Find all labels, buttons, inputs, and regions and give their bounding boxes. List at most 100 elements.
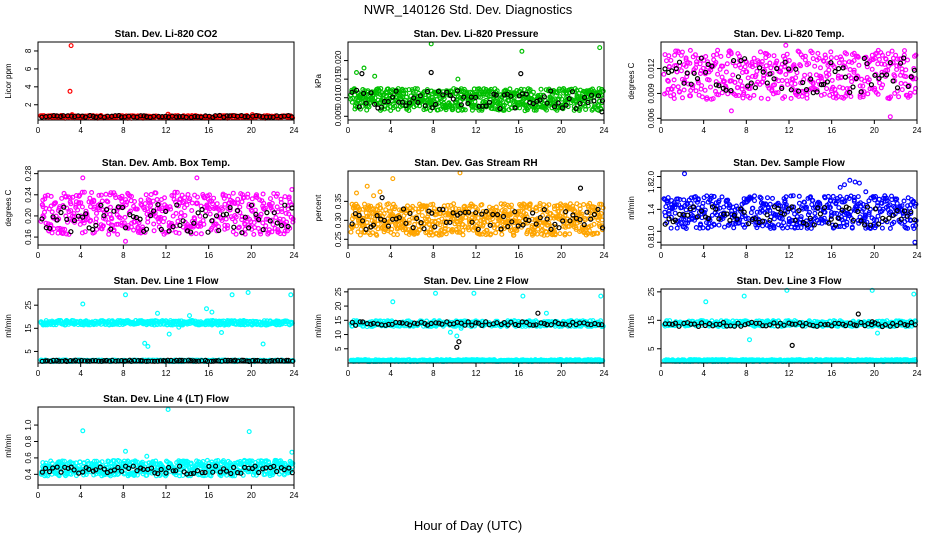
data-point xyxy=(167,204,173,210)
data-point xyxy=(716,222,722,228)
data-point xyxy=(285,206,291,212)
data-point xyxy=(802,53,808,59)
data-point xyxy=(59,195,65,201)
data-point xyxy=(267,114,273,120)
data-point xyxy=(784,78,790,84)
data-point xyxy=(561,86,567,92)
data-point xyxy=(251,231,257,237)
data-point xyxy=(507,86,513,92)
data-point xyxy=(523,91,529,97)
data-point xyxy=(728,108,734,114)
data-point xyxy=(189,208,195,214)
data-point xyxy=(898,80,904,86)
data-point xyxy=(830,94,836,100)
data-point xyxy=(252,225,258,231)
data-point xyxy=(270,222,276,228)
data-point xyxy=(544,100,550,106)
data-point xyxy=(455,76,461,82)
data-point xyxy=(881,61,887,67)
y-axis: 0.250.300.35 xyxy=(334,193,348,247)
data-point xyxy=(588,98,594,104)
data-point xyxy=(79,113,86,119)
data-point xyxy=(544,232,550,238)
data-point xyxy=(892,73,898,79)
y-tick-label: 0.35 xyxy=(334,193,343,209)
data-point xyxy=(166,331,172,337)
data-point xyxy=(521,87,527,93)
data-point xyxy=(751,193,757,199)
series-hourly xyxy=(662,55,918,96)
data-point xyxy=(880,82,886,88)
data-point xyxy=(728,87,734,94)
data-point xyxy=(817,211,824,217)
data-point xyxy=(509,202,515,208)
data-point xyxy=(559,105,565,111)
data-point xyxy=(852,179,858,185)
data-point xyxy=(745,75,751,81)
data-point xyxy=(700,65,706,71)
data-point xyxy=(872,85,878,91)
data-point xyxy=(138,197,144,203)
data-point xyxy=(451,201,457,207)
data-point xyxy=(752,62,758,68)
data-point xyxy=(715,47,721,53)
data-point xyxy=(715,92,721,98)
data-point xyxy=(845,89,851,95)
data-point xyxy=(786,57,792,63)
data-point xyxy=(842,60,848,66)
data-point xyxy=(431,206,437,212)
data-point xyxy=(768,65,774,71)
data-point xyxy=(818,75,824,81)
x-tick-label: 12 xyxy=(785,126,794,135)
data-point xyxy=(154,197,160,203)
y-tick-label: 1.8 xyxy=(647,181,656,193)
data-point xyxy=(81,220,87,226)
data-point xyxy=(738,78,744,84)
data-point xyxy=(52,200,58,206)
data-point xyxy=(714,212,720,218)
data-point xyxy=(124,199,130,205)
data-point xyxy=(668,57,674,63)
y-tick-label: 5 xyxy=(24,349,33,354)
data-point xyxy=(740,91,746,97)
x-tick-label: 0 xyxy=(36,126,41,135)
data-point xyxy=(751,198,757,204)
data-point xyxy=(144,206,150,212)
data-point xyxy=(489,106,495,112)
data-point xyxy=(774,65,780,72)
x-tick-label: 0 xyxy=(346,126,351,135)
data-point xyxy=(861,89,867,95)
data-point xyxy=(577,185,584,191)
x-tick-label: 12 xyxy=(472,251,481,260)
data-point xyxy=(676,211,683,217)
data-point xyxy=(687,93,693,99)
y-tick-label: 0.16 xyxy=(24,229,33,245)
data-point xyxy=(735,74,742,80)
data-point xyxy=(869,66,875,72)
data-point xyxy=(764,80,770,86)
data-point xyxy=(904,57,910,63)
data-point xyxy=(751,55,757,61)
data-point xyxy=(782,94,788,100)
data-point xyxy=(800,54,806,60)
data-point xyxy=(599,109,605,115)
y-tick-label: 0.30 xyxy=(334,212,343,228)
data-point xyxy=(781,220,787,226)
data-point xyxy=(211,195,217,201)
data-point xyxy=(78,200,84,206)
data-point xyxy=(245,290,251,296)
data-point xyxy=(731,225,737,231)
points xyxy=(661,171,919,245)
panel-title: Stan. Dev. Amb. Box Temp. xyxy=(102,158,230,169)
data-point xyxy=(912,239,918,245)
data-point xyxy=(378,85,384,91)
data-point xyxy=(771,76,777,82)
data-point xyxy=(810,81,816,87)
points xyxy=(38,175,296,244)
y-axis-label: degrees C xyxy=(4,189,13,226)
data-point xyxy=(839,56,845,62)
data-point xyxy=(735,84,741,90)
data-point xyxy=(872,72,878,78)
data-point xyxy=(508,93,514,99)
